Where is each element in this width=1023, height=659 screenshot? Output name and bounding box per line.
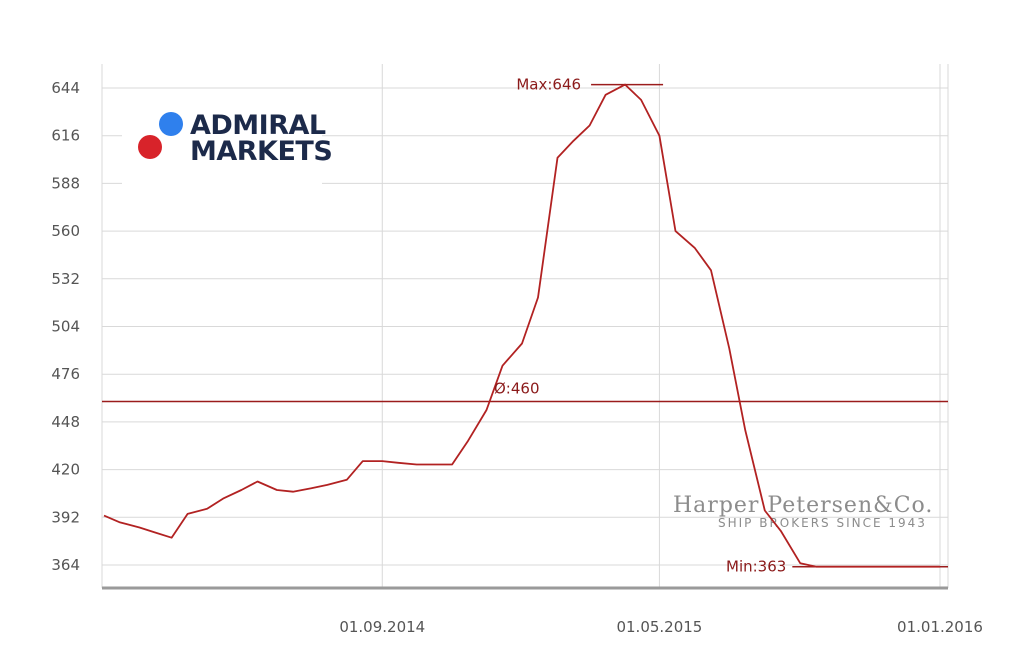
series: [103, 83, 940, 568]
harper-petersen-watermark: Harper Petersen&Co. SHIP BROKERS SINCE 1…: [673, 493, 933, 530]
y-tick-label: 504: [51, 318, 80, 336]
y-tick-label: 420: [51, 461, 80, 479]
watermark-name: Harper Petersen&Co.: [673, 493, 933, 518]
y-tick-label: 616: [51, 127, 80, 145]
x-tick-label: 01.01.2016: [897, 618, 983, 636]
x-tick-label: 01.05.2015: [616, 618, 702, 636]
y-tick-label: 392: [51, 508, 80, 526]
grid: [101, 64, 949, 590]
y-tick-label: 532: [51, 270, 80, 288]
logo-text-line2: MARKETS: [190, 136, 332, 167]
logo-red-dot: [138, 135, 162, 159]
logo-text-line1: ADMIRAL: [190, 110, 326, 141]
admiral-markets-logo: ADMIRAL MARKETS: [122, 100, 333, 184]
y-axis: 364 392 420 448 476 504 532 560 588 616 644: [51, 79, 80, 574]
x-axis: 01.09.2014 01.05.2015 01.01.2016: [339, 618, 983, 636]
max-label: Max:646: [516, 76, 581, 94]
average-label: Ø:460: [494, 379, 540, 397]
series-line: [103, 83, 940, 568]
y-tick-label: 476: [51, 365, 80, 383]
y-tick-label: 364: [51, 556, 80, 574]
logo-blue-dot: [159, 112, 183, 136]
min-label: Min:363: [726, 558, 786, 576]
x-tick-label: 01.09.2014: [339, 618, 425, 636]
y-tick-label: 644: [51, 79, 80, 97]
annotations: Ø:460 Max:646 Min:363: [494, 76, 786, 576]
y-tick-label: 448: [51, 413, 80, 431]
y-tick-label: 588: [51, 174, 80, 192]
y-tick-label: 560: [51, 222, 80, 240]
watermark-subtitle: SHIP BROKERS SINCE 1943: [718, 516, 927, 530]
